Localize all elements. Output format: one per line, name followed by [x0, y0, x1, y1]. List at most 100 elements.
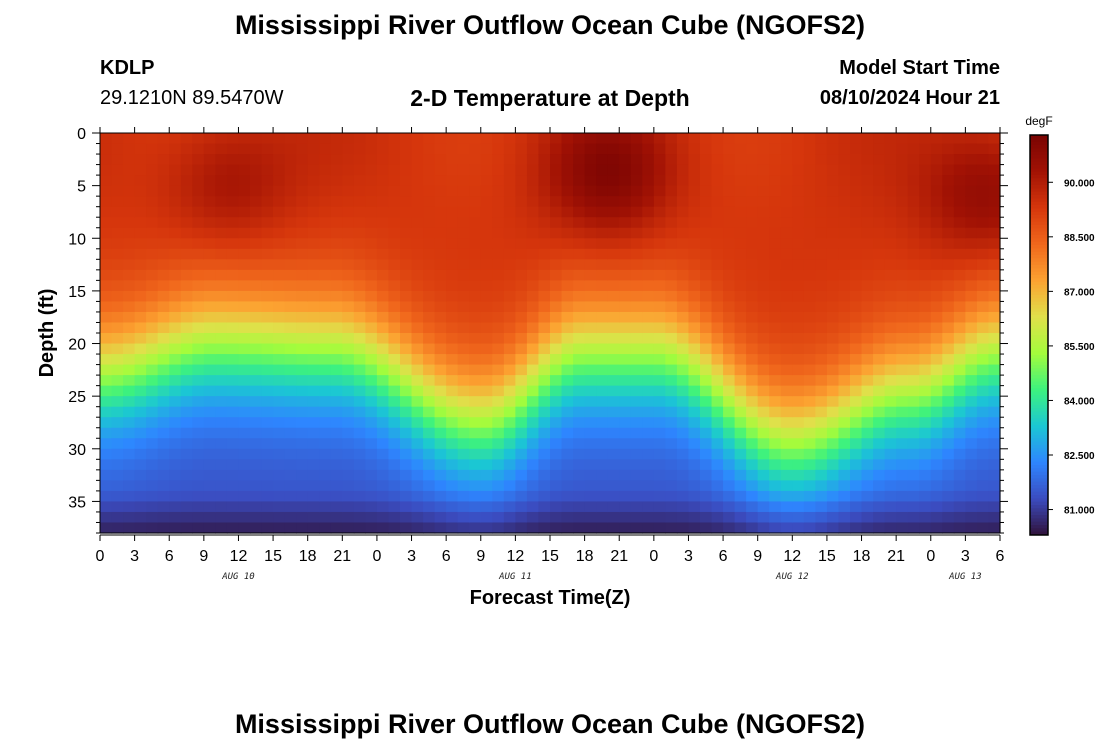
- x-tick-label: 15: [818, 548, 836, 565]
- heatmap-cell: [688, 406, 701, 418]
- heatmap-cell: [976, 469, 990, 481]
- heatmap-cell: [434, 301, 447, 313]
- heatmap-cell: [215, 375, 228, 387]
- heatmap-cell: [780, 438, 793, 450]
- x-tick-label: 21: [333, 548, 351, 565]
- heatmap-cell: [873, 185, 886, 197]
- heatmap-cell: [723, 185, 736, 197]
- heatmap-cell: [861, 175, 874, 187]
- heatmap-cell: [965, 311, 978, 324]
- heatmap-cell: [780, 480, 793, 492]
- heatmap-cell: [550, 290, 563, 303]
- heatmap-cell: [665, 364, 678, 376]
- colorbar-segment: [1030, 401, 1048, 406]
- heatmap-cell: [838, 322, 851, 334]
- heatmap-cell: [296, 480, 309, 492]
- colorbar-segment: [1030, 201, 1048, 206]
- heatmap-cell: [100, 406, 113, 418]
- heatmap-cell: [388, 322, 401, 334]
- heatmap-cell: [238, 490, 251, 503]
- heatmap-cell: [896, 206, 909, 218]
- heatmap-cell: [930, 217, 943, 229]
- heatmap-cell: [284, 175, 297, 187]
- heatmap-cell: [376, 133, 390, 145]
- heatmap-cell: [988, 248, 1001, 260]
- colorbar-segment: [1030, 405, 1048, 409]
- heatmap-cell: [180, 185, 193, 197]
- heatmap-cell: [688, 217, 701, 229]
- heatmap-cell: [826, 427, 840, 439]
- heatmap-cell: [561, 427, 574, 439]
- heatmap-cell: [273, 259, 286, 271]
- heatmap-cell: [976, 259, 990, 271]
- heatmap-cell: [503, 375, 516, 387]
- heatmap-cell: [273, 459, 286, 471]
- colorbar-segment: [1030, 188, 1048, 193]
- heatmap-cell: [111, 354, 124, 366]
- heatmap-cell: [884, 343, 897, 355]
- heatmap-cell: [769, 385, 782, 397]
- heatmap-cell: [180, 490, 193, 503]
- heatmap-cell: [515, 396, 528, 408]
- heatmap-cell: [203, 217, 216, 229]
- heatmap-cell: [388, 364, 401, 376]
- heatmap-cell: [815, 459, 828, 471]
- heatmap-cell: [873, 227, 886, 239]
- heatmap-cell: [446, 438, 459, 450]
- heatmap-cell: [988, 396, 1001, 408]
- heatmap-cell: [861, 438, 874, 450]
- heatmap-cell: [226, 522, 240, 534]
- heatmap-cell: [873, 448, 886, 460]
- heatmap-cell: [388, 343, 401, 355]
- heatmap-cell: [792, 406, 805, 418]
- heatmap-cell: [319, 448, 332, 460]
- heatmap-cell: [146, 522, 159, 534]
- heatmap-cell: [757, 459, 770, 471]
- heatmap-cell: [423, 311, 436, 324]
- heatmap-cell: [700, 322, 713, 334]
- heatmap-cell: [550, 227, 563, 239]
- heatmap-cell: [561, 469, 574, 481]
- heatmap-cell: [919, 480, 932, 492]
- heatmap-cell: [630, 301, 643, 313]
- heatmap-cell: [884, 217, 897, 229]
- heatmap-cell: [388, 290, 401, 303]
- colorbar-segment: [1030, 198, 1048, 203]
- heatmap-cell: [942, 196, 955, 208]
- heatmap-cell: [123, 217, 136, 229]
- heatmap-cell: [792, 501, 805, 513]
- heatmap-cell: [250, 501, 263, 513]
- heatmap-cell: [884, 175, 897, 187]
- heatmap-cell: [180, 217, 193, 229]
- heatmap-cell: [930, 143, 943, 155]
- heatmap-cell: [469, 480, 482, 492]
- heatmap-cell: [757, 227, 770, 239]
- heatmap-cell: [353, 311, 366, 324]
- heatmap-cell: [815, 522, 828, 534]
- heatmap-cell: [757, 333, 770, 345]
- heatmap-cell: [688, 385, 701, 397]
- heatmap-cell: [515, 238, 528, 250]
- heatmap-cell: [630, 280, 643, 292]
- x-date-label: AUG 10: [221, 572, 255, 582]
- heatmap-cell: [700, 238, 713, 250]
- colorbar-segment: [1030, 528, 1048, 533]
- heatmap-cell: [596, 322, 609, 334]
- heatmap-cell: [653, 290, 666, 303]
- heatmap-cell: [180, 375, 193, 387]
- heatmap-cell: [723, 290, 736, 303]
- heatmap-cell: [526, 133, 540, 145]
- heatmap-cell: [700, 227, 713, 239]
- colorbar-segment: [1030, 381, 1048, 386]
- y-tick-label: 25: [68, 389, 86, 406]
- heatmap-cell: [342, 364, 355, 376]
- heatmap-cell: [561, 217, 574, 229]
- x-tick-label: 15: [264, 548, 282, 565]
- heatmap-cell: [665, 164, 678, 176]
- heatmap-cell: [550, 375, 563, 387]
- heatmap-cell: [630, 511, 643, 524]
- x-tick-label: 12: [230, 548, 248, 565]
- heatmap-cell: [642, 343, 655, 355]
- heatmap-cell: [319, 375, 332, 387]
- heatmap-cell: [884, 333, 897, 345]
